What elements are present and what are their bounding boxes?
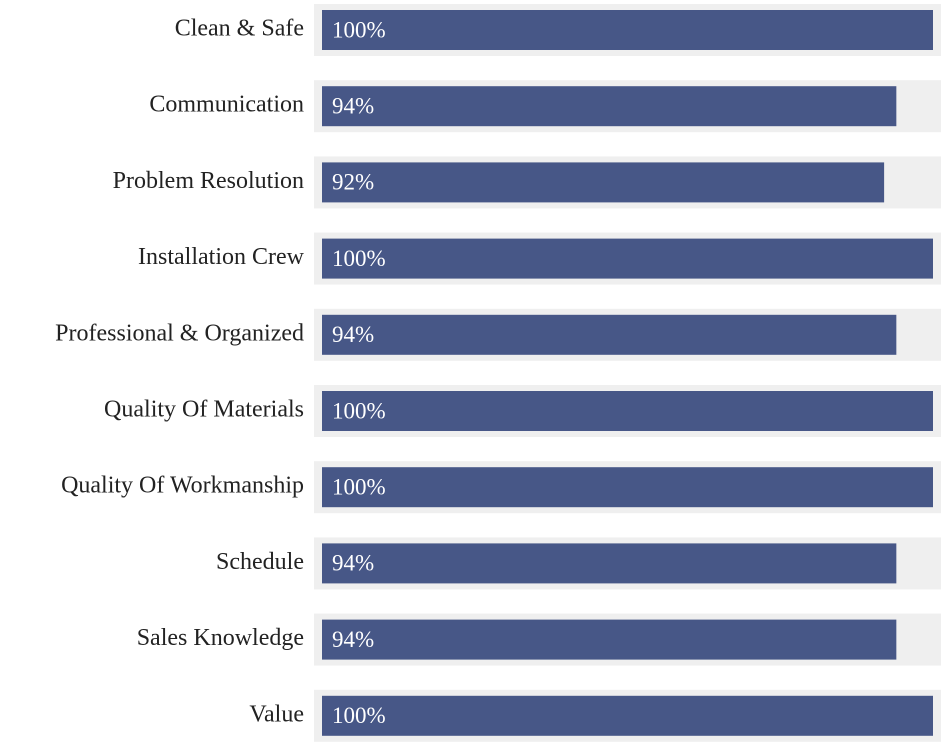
bar [322,467,933,508]
value-label: 94% [332,551,374,576]
bar [322,543,897,584]
value-label: 100% [332,474,386,499]
bar [322,695,933,736]
value-label: 100% [332,246,386,271]
category-label: Schedule [216,549,304,575]
bar [322,10,933,50]
category-label: Installation Crew [138,244,305,270]
bar [322,238,933,279]
bar [322,86,897,127]
value-label: 92% [332,170,374,195]
category-label: Clean & Safe [175,16,304,42]
value-label: 100% [332,398,386,423]
value-label: 100% [332,17,386,42]
category-label: Sales Knowledge [137,625,304,651]
value-label: 94% [332,322,374,347]
category-label: Communication [149,92,304,118]
category-label: Quality Of Materials [104,397,304,423]
category-label: Problem Resolution [113,168,304,194]
value-label: 94% [332,627,374,652]
bar [322,619,897,660]
bar [322,314,897,355]
bar [322,162,885,203]
value-label: 94% [332,93,374,118]
value-label: 100% [332,703,386,728]
category-label: Quality Of Workmanship [61,473,304,499]
category-label: Value [249,701,304,727]
bar [322,391,933,431]
category-label: Professional & Organized [55,320,304,346]
